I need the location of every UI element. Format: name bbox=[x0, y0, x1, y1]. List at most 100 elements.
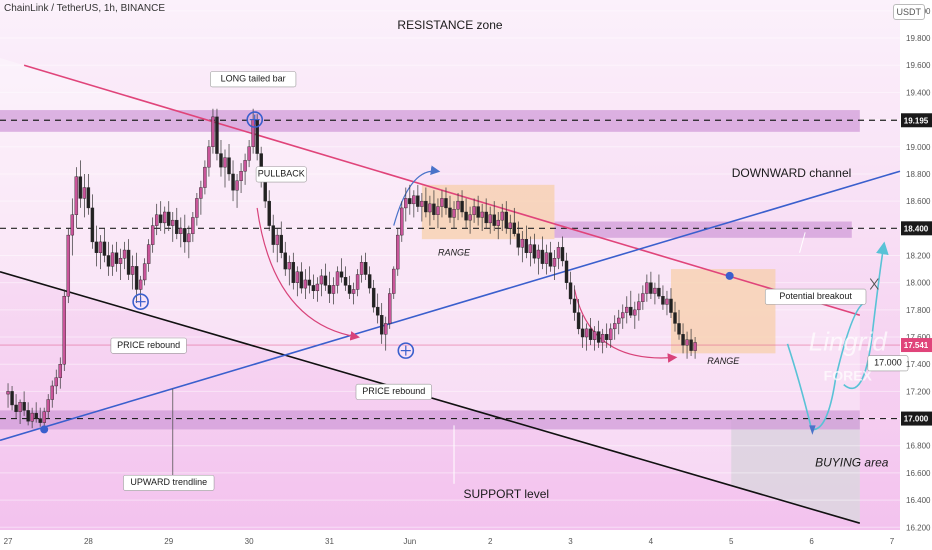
path-arrows bbox=[172, 165, 889, 484]
candle bbox=[384, 316, 388, 351]
level-17000-tag-box bbox=[867, 355, 909, 372]
candle bbox=[584, 323, 589, 351]
candle-body bbox=[138, 279, 143, 290]
candle-body bbox=[163, 211, 167, 224]
candle-body bbox=[6, 391, 10, 395]
breakout-arrow-up bbox=[393, 165, 441, 226]
candle bbox=[199, 180, 203, 215]
candle bbox=[689, 328, 693, 357]
candle bbox=[94, 225, 99, 267]
candle bbox=[375, 293, 380, 324]
candle-body bbox=[203, 166, 207, 188]
level-17000-tag: 17.000 bbox=[874, 358, 902, 368]
candle bbox=[532, 233, 537, 264]
candle-body bbox=[10, 391, 14, 406]
candle-body bbox=[440, 198, 444, 207]
candle-body bbox=[508, 222, 512, 229]
candle-body bbox=[335, 271, 340, 286]
candle bbox=[50, 380, 54, 408]
long-tailed-bar-label-box bbox=[210, 71, 297, 88]
y-tick: 18.800 bbox=[906, 170, 931, 179]
candle bbox=[367, 266, 372, 294]
candle bbox=[484, 198, 488, 229]
candle-body bbox=[408, 198, 412, 205]
candle bbox=[556, 241, 561, 270]
x-tick: 27 bbox=[4, 537, 13, 546]
candle-body bbox=[114, 252, 119, 264]
candle-body bbox=[86, 187, 91, 209]
range-label-2: RANGE bbox=[707, 356, 740, 366]
candle bbox=[568, 271, 573, 305]
candle-body bbox=[307, 279, 312, 286]
candle bbox=[548, 241, 553, 272]
candle-body bbox=[255, 119, 259, 154]
candle bbox=[552, 250, 557, 280]
candle-body bbox=[18, 402, 22, 412]
candle bbox=[428, 195, 432, 226]
candle-body bbox=[572, 298, 577, 313]
candle bbox=[331, 277, 336, 305]
candle bbox=[404, 187, 408, 222]
candle-body bbox=[351, 289, 356, 294]
candle-body bbox=[231, 173, 235, 191]
candle bbox=[191, 212, 195, 242]
candle bbox=[396, 228, 400, 276]
candle bbox=[388, 288, 392, 329]
price-label: 18.400 bbox=[904, 224, 929, 233]
candle bbox=[327, 271, 332, 304]
candle-body bbox=[90, 207, 95, 243]
candle-body bbox=[183, 228, 187, 243]
candle-body bbox=[576, 312, 581, 330]
candle-body bbox=[669, 298, 673, 313]
candle bbox=[227, 144, 231, 181]
candle-body bbox=[400, 207, 404, 236]
candle bbox=[359, 255, 364, 283]
candle bbox=[159, 201, 163, 232]
candle bbox=[633, 301, 637, 329]
x-tick: 28 bbox=[84, 537, 93, 546]
candle bbox=[142, 258, 147, 286]
candle-body bbox=[142, 263, 147, 281]
candle-body bbox=[14, 404, 18, 412]
candle-body bbox=[388, 293, 392, 324]
candle-body bbox=[122, 249, 127, 259]
candle bbox=[311, 274, 316, 299]
candle bbox=[472, 198, 476, 223]
candle bbox=[641, 285, 645, 310]
candle-body bbox=[130, 266, 135, 275]
x-tick: 5 bbox=[729, 537, 734, 546]
y-tick: 18.000 bbox=[906, 279, 931, 288]
candle-body bbox=[30, 412, 34, 422]
y-tick: 19.400 bbox=[906, 88, 931, 97]
candle-body bbox=[311, 285, 316, 292]
candle-body bbox=[404, 198, 408, 209]
watermark-line2: FOREX bbox=[824, 368, 873, 384]
candle-body bbox=[484, 211, 488, 224]
currency-badge[interactable]: USDT bbox=[892, 4, 925, 20]
y-tick: 18.600 bbox=[906, 197, 931, 206]
candle-body bbox=[371, 287, 376, 308]
y-tick: 17.400 bbox=[906, 360, 931, 369]
candle-body bbox=[665, 298, 669, 305]
candle-body bbox=[524, 238, 529, 253]
support-level-label: SUPPORT level bbox=[463, 487, 549, 501]
candle-body bbox=[436, 206, 440, 215]
candle bbox=[126, 239, 131, 280]
candle-body bbox=[247, 146, 251, 161]
price-rebound-label-2-box bbox=[355, 383, 432, 400]
candle-body bbox=[420, 200, 424, 207]
candle bbox=[343, 266, 348, 291]
candle-body bbox=[609, 328, 613, 340]
candle-body bbox=[633, 309, 637, 316]
candle-body bbox=[496, 219, 500, 226]
candle-body bbox=[621, 312, 625, 319]
candle-body bbox=[275, 234, 279, 245]
candle bbox=[500, 203, 504, 232]
candle bbox=[560, 236, 565, 267]
candle bbox=[130, 255, 135, 290]
candle-body bbox=[227, 157, 231, 175]
candle-body bbox=[560, 247, 565, 262]
candle-body bbox=[536, 249, 541, 259]
